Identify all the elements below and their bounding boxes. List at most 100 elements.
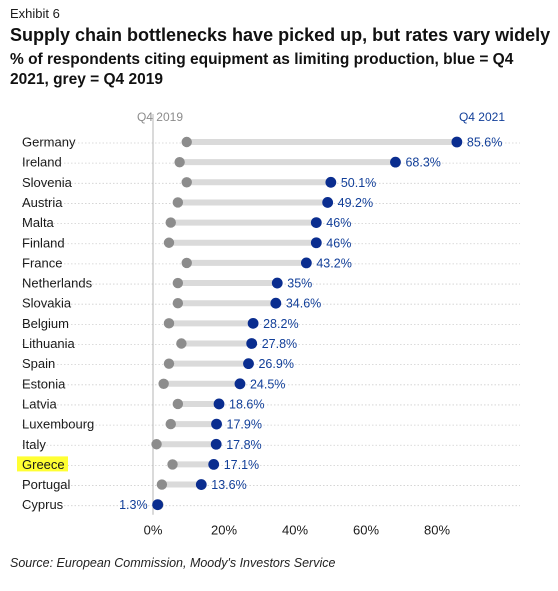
category-label: Slovenia — [22, 175, 73, 190]
category-label: Greece — [22, 457, 65, 472]
data-label: 46% — [326, 216, 351, 230]
row-italy: Italy 17.8% — [22, 437, 262, 452]
category-label: Estonia — [22, 376, 66, 391]
data-label: 68.3% — [405, 156, 440, 170]
dot-q4-2019 — [176, 338, 187, 349]
series-label-q4-2021: Q4 2021 — [459, 110, 505, 124]
category-label: Luxembourg — [22, 417, 94, 432]
dot-q4-2021 — [208, 459, 220, 470]
category-label: Lithuania — [22, 336, 76, 351]
row-austria: Austria 49.2% — [22, 195, 373, 210]
data-label: 50.1% — [341, 176, 376, 190]
row-slovakia: Slovakia 34.6% — [22, 296, 321, 311]
chart-title: Supply chain bottlenecks have picked up,… — [10, 25, 551, 45]
data-label: 85.6% — [467, 136, 502, 150]
dot-q4-2019 — [165, 217, 176, 228]
dot-q4-2021 — [390, 156, 401, 168]
x-tick-label: 20% — [211, 523, 237, 538]
category-label: Slovakia — [22, 296, 72, 311]
row-cyprus: Cyprus 1.3% — [22, 497, 164, 512]
dot-q4-2021 — [234, 378, 246, 390]
category-label: Spain — [22, 356, 55, 371]
category-label: Italy — [22, 437, 46, 452]
dot-q4-2019 — [172, 197, 184, 208]
x-tick-label: 80% — [424, 523, 450, 538]
chart-rows: Germany 85.6% Ireland 68.3% Slovenia 50.1% Aus… — [17, 135, 502, 512]
dot-q4-2019 — [172, 298, 184, 309]
dot-q4-2021 — [210, 438, 222, 450]
x-tick-label: 0% — [144, 523, 163, 538]
dot-q4-2021 — [451, 136, 463, 148]
row-latvia: Latvia 18.6% — [22, 396, 264, 411]
row-germany: Germany 85.6% — [22, 135, 502, 150]
category-label: Austria — [22, 195, 63, 210]
dot-q4-2019 — [151, 439, 162, 450]
dot-q4-2019 — [181, 136, 192, 148]
data-label: 17.9% — [227, 418, 262, 432]
data-label: 13.6% — [211, 478, 246, 492]
category-label: Netherlands — [22, 276, 93, 291]
row-luxembourg: Luxembourg 17.9% — [22, 417, 262, 432]
row-estonia: Estonia 24.5% — [22, 376, 285, 391]
dot-q4-2019 — [163, 358, 175, 369]
row-malta: Malta 46% — [22, 215, 351, 230]
data-label: 49.2% — [338, 196, 373, 210]
category-label: France — [22, 255, 62, 270]
series-labels: Q4 2019 Q4 2021 — [137, 110, 505, 124]
highlight-marker — [17, 456, 68, 472]
dot-q4-2021 — [271, 277, 283, 289]
data-label: 46% — [326, 236, 351, 250]
category-label: Latvia — [22, 396, 57, 411]
dot-q4-2019 — [163, 237, 175, 248]
dot-q4-2021 — [213, 398, 225, 410]
data-label: 35% — [287, 277, 312, 291]
dot-q4-2021 — [270, 297, 282, 309]
source-note: Source: European Commission, Moody's Inv… — [10, 556, 336, 570]
data-label: 24.5% — [250, 377, 285, 391]
dot-q4-2021 — [310, 217, 322, 228]
dot-q4-2021 — [243, 358, 254, 370]
data-label: 26.9% — [258, 357, 293, 371]
gridlines — [22, 114, 520, 515]
chart-subtitle: % of respondents citing equipment as lim… — [10, 51, 514, 88]
row-slovenia: Slovenia 50.1% — [22, 175, 376, 190]
dot-q4-2019 — [174, 156, 185, 168]
dot-q4-2019 — [172, 277, 184, 289]
dumbbell-chart: Q4 2019 Q4 2021 Germany 85.6% Ireland 68.3%… — [17, 110, 520, 538]
row-belgium: Belgium 28.2% — [22, 316, 299, 331]
category-label: Finland — [22, 235, 65, 250]
dot-q4-2019 — [165, 418, 176, 430]
series-label-q4-2019: Q4 2019 — [137, 110, 183, 124]
row-ireland: Ireland 68.3% — [22, 155, 441, 170]
row-lithuania: Lithuania 27.8% — [22, 336, 297, 351]
dot-q4-2021 — [310, 237, 322, 249]
dot-q4-2019 — [181, 177, 192, 188]
row-france: France 43.2% — [22, 255, 352, 270]
row-spain: Spain 26.9% — [22, 356, 294, 371]
dot-q4-2021 — [246, 338, 258, 349]
x-tick-label: 60% — [353, 523, 379, 538]
dot-q4-2021 — [211, 418, 222, 430]
data-label: 34.6% — [286, 297, 321, 311]
category-label: Portugal — [22, 477, 71, 492]
category-label: Ireland — [22, 155, 62, 170]
data-label: 17.8% — [226, 438, 261, 452]
category-label: Cyprus — [22, 497, 64, 512]
dot-q4-2021 — [195, 479, 207, 490]
data-label: 43.2% — [316, 256, 351, 270]
dot-q4-2019 — [181, 257, 192, 269]
category-label: Belgium — [22, 316, 69, 331]
dot-q4-2021 — [152, 499, 164, 511]
dot-q4-2019 — [167, 459, 178, 470]
category-label: Germany — [22, 135, 76, 150]
data-label: 17.1% — [224, 458, 259, 472]
x-axis: 0% 20% 40% 60% 80% — [144, 523, 451, 538]
dot-q4-2021 — [325, 176, 337, 188]
row-finland: Finland 46% — [22, 235, 351, 250]
dot-q4-2021 — [247, 317, 259, 329]
dot-q4-2019 — [156, 479, 168, 490]
data-label: 18.6% — [229, 397, 264, 411]
row-portugal: Portugal 13.6% — [22, 477, 247, 492]
dot-q4-2019 — [172, 398, 184, 410]
category-label: Malta — [22, 215, 55, 230]
